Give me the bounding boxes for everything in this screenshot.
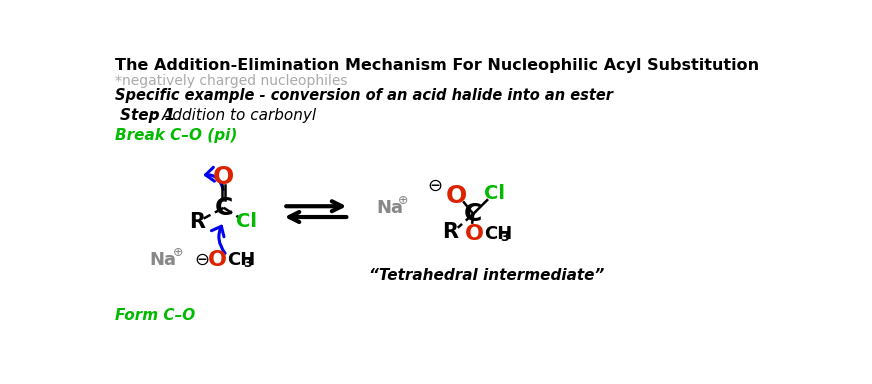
Text: Step 1: Step 1 <box>119 108 175 122</box>
Text: Cl: Cl <box>236 212 257 231</box>
Text: Specific example - conversion of an acid halide into an ester: Specific example - conversion of an acid… <box>115 88 613 103</box>
Text: : Addition to carbonyl: : Addition to carbonyl <box>153 108 317 122</box>
Text: CH: CH <box>227 251 255 269</box>
Text: ⊖: ⊖ <box>194 251 209 269</box>
Text: Cl: Cl <box>485 184 506 204</box>
FancyArrowPatch shape <box>212 226 225 253</box>
Text: O: O <box>213 165 235 189</box>
Text: 3: 3 <box>501 231 509 244</box>
Text: ⊕: ⊕ <box>173 246 183 259</box>
Text: O: O <box>466 224 484 244</box>
Text: C: C <box>215 196 233 220</box>
Text: C: C <box>464 202 482 226</box>
Text: Na: Na <box>150 251 177 269</box>
Text: 3: 3 <box>243 258 252 270</box>
FancyArrowPatch shape <box>206 167 223 190</box>
Text: R: R <box>442 222 458 242</box>
Text: O: O <box>208 250 227 270</box>
Text: Na: Na <box>376 199 403 217</box>
Text: R: R <box>189 212 205 232</box>
Text: Break C–O (pi): Break C–O (pi) <box>115 128 237 143</box>
Text: ⊕: ⊕ <box>399 194 409 207</box>
Text: “Tetrahedral intermediate”: “Tetrahedral intermediate” <box>369 268 604 283</box>
Text: The Addition-Elimination Mechanism For Nucleophilic Acyl Substitution: The Addition-Elimination Mechanism For N… <box>115 58 760 73</box>
Text: *negatively charged nucleophiles: *negatively charged nucleophiles <box>115 74 348 88</box>
Text: CH: CH <box>484 225 513 243</box>
Text: ⊖: ⊖ <box>427 177 442 195</box>
Text: O: O <box>446 184 467 208</box>
Text: Form C–O: Form C–O <box>115 308 195 323</box>
